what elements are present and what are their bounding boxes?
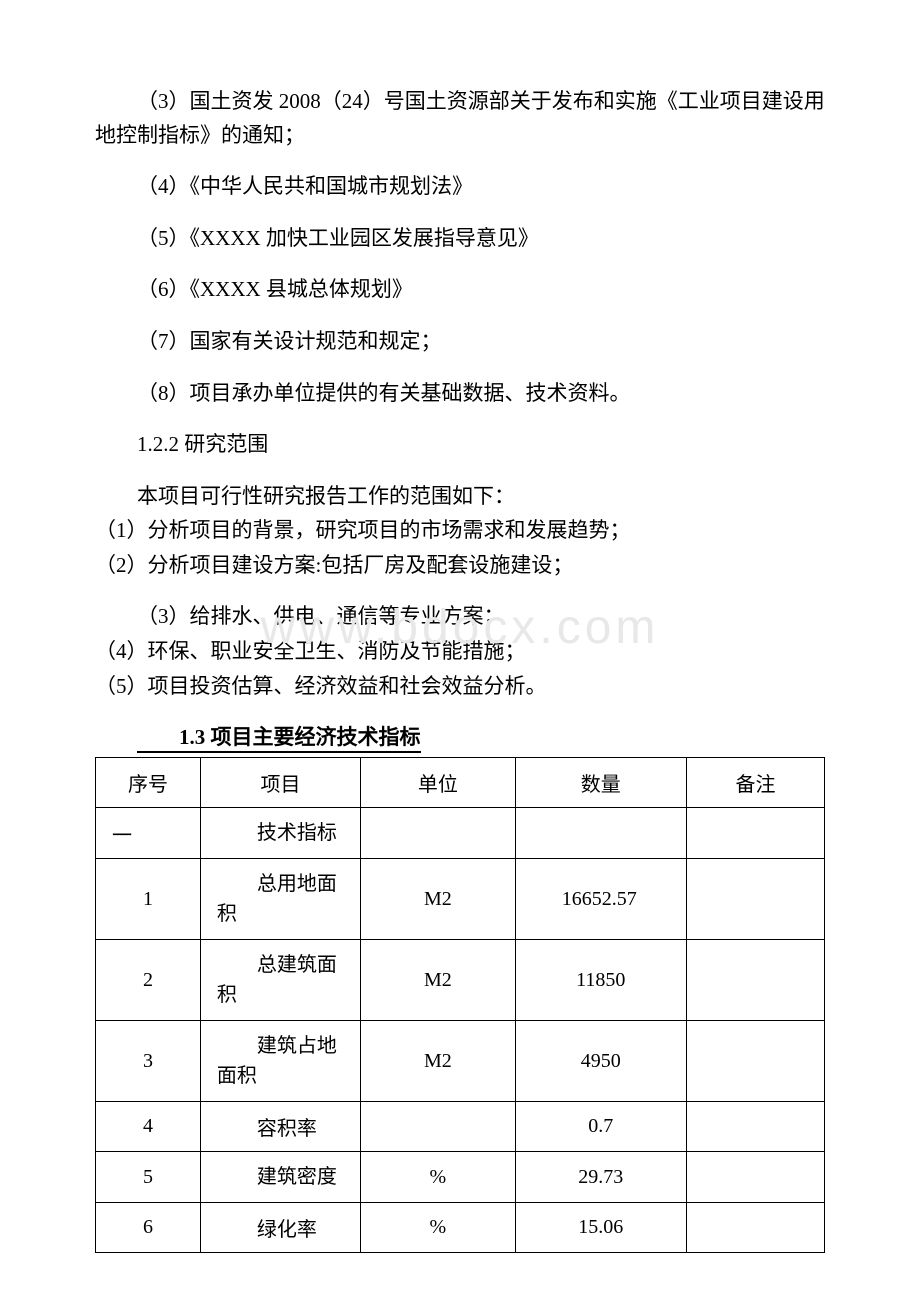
cell-unit: % bbox=[361, 1152, 516, 1203]
cell-qty bbox=[515, 808, 686, 859]
paragraph-5: （5）《XXXX 加快工业园区发展指导意见》 bbox=[95, 222, 825, 256]
cell-seq: 5 bbox=[96, 1152, 201, 1203]
cell-qty: 29.73 bbox=[515, 1152, 686, 1203]
cell-seq: 6 bbox=[96, 1203, 201, 1253]
cell-item: 容积率 bbox=[200, 1102, 360, 1152]
cell-qty: 15.06 bbox=[515, 1203, 686, 1253]
table-row: 1 总用地面积 M2 16652.57 bbox=[96, 859, 825, 940]
cell-note bbox=[686, 859, 824, 940]
section-1-2-2: 1.2.2 研究范围 bbox=[95, 428, 825, 462]
scope-5: （5）项目投资估算、经济效益和社会效益分析。 bbox=[95, 670, 825, 704]
table-row: 2 总建筑面积 M2 11850 bbox=[96, 940, 825, 1021]
table-header-row: 序号 项目 单位 数量 备注 bbox=[96, 758, 825, 808]
table-row: 5 建筑密度 % 29.73 bbox=[96, 1152, 825, 1203]
paragraph-8: （8）项目承办单位提供的有关基础数据、技术资料。 bbox=[95, 377, 825, 411]
scope-3: （3）给排水、供电、通信等专业方案； bbox=[95, 600, 825, 633]
cell-seq: 2 bbox=[96, 940, 201, 1021]
cell-item: 总建筑面积 bbox=[200, 940, 360, 1021]
cell-note bbox=[686, 940, 824, 1021]
heading-text: 1.3 项目主要经济技术指标 bbox=[137, 721, 421, 753]
cell-note bbox=[686, 1203, 824, 1253]
header-seq: 序号 bbox=[96, 758, 201, 808]
paragraph-3: （3）国土资发 2008（24）号国土资源部关于发布和实施《工业项目建设用地控制… bbox=[95, 85, 825, 152]
paragraph-7: （7）国家有关设计规范和规定； bbox=[95, 325, 825, 359]
table-row: 4 容积率 0.7 bbox=[96, 1102, 825, 1152]
paragraph-4: （4）《中华人民共和国城市规划法》 bbox=[95, 170, 825, 204]
table-row: 3 建筑占地面积 M2 4950 bbox=[96, 1021, 825, 1102]
cell-unit bbox=[361, 1102, 516, 1152]
cell-unit: M2 bbox=[361, 1021, 516, 1102]
scope-intro: 本项目可行性研究报告工作的范围如下： bbox=[95, 480, 825, 513]
cell-item: 总用地面积 bbox=[200, 859, 360, 940]
cell-unit bbox=[361, 808, 516, 859]
cell-qty: 11850 bbox=[515, 940, 686, 1021]
header-qty: 数量 bbox=[515, 758, 686, 808]
scope-2: （2）分析项目建设方案:包括厂房及配套设施建设； bbox=[95, 549, 825, 583]
cell-seq: 一 bbox=[96, 808, 201, 859]
cell-note bbox=[686, 1102, 824, 1152]
cell-unit: M2 bbox=[361, 859, 516, 940]
paragraph-6: （6）《XXXX 县城总体规划》 bbox=[95, 273, 825, 307]
cell-item: 建筑占地面积 bbox=[200, 1021, 360, 1102]
cell-unit: % bbox=[361, 1203, 516, 1253]
indicator-table: 序号 项目 单位 数量 备注 一 技术指标 1 总用地面积 M2 16652.5… bbox=[95, 757, 825, 1253]
cell-seq: 1 bbox=[96, 859, 201, 940]
cell-qty: 0.7 bbox=[515, 1102, 686, 1152]
heading-1-3: 1.3 项目主要经济技术指标 bbox=[95, 721, 825, 753]
cell-qty: 4950 bbox=[515, 1021, 686, 1102]
cell-item: 建筑密度 bbox=[200, 1152, 360, 1203]
scope-1: （1）分析项目的背景，研究项目的市场需求和发展趋势； bbox=[95, 514, 825, 547]
cell-seq: 4 bbox=[96, 1102, 201, 1152]
cell-note bbox=[686, 1152, 824, 1203]
cell-unit: M2 bbox=[361, 940, 516, 1021]
header-item: 项目 bbox=[200, 758, 360, 808]
cell-qty: 16652.57 bbox=[515, 859, 686, 940]
cell-note bbox=[686, 1021, 824, 1102]
cell-item: 绿化率 bbox=[200, 1203, 360, 1253]
scope-4: （4）环保、职业安全卫生、消防及节能措施； bbox=[95, 635, 825, 668]
table-row: 6 绿化率 % 15.06 bbox=[96, 1203, 825, 1253]
cell-item: 技术指标 bbox=[200, 808, 360, 859]
cell-note bbox=[686, 808, 824, 859]
table-row: 一 技术指标 bbox=[96, 808, 825, 859]
header-unit: 单位 bbox=[361, 758, 516, 808]
header-note: 备注 bbox=[686, 758, 824, 808]
cell-seq: 3 bbox=[96, 1021, 201, 1102]
